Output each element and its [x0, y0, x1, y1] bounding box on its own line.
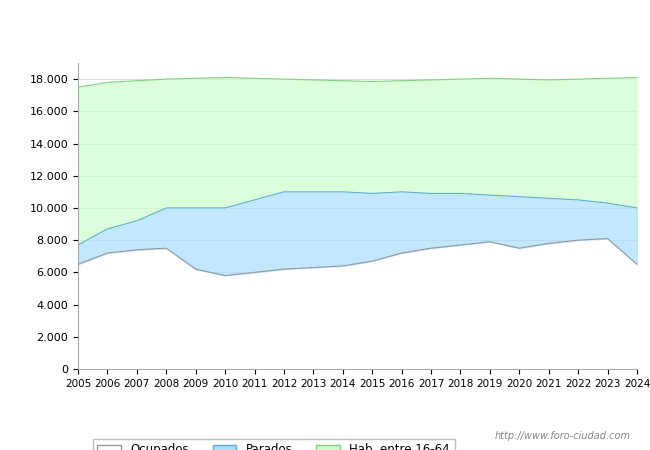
Text: http://www.foro-ciudad.com: http://www.foro-ciudad.com [495, 431, 630, 441]
Legend: Ocupados, Parados, Hab. entre 16-64: Ocupados, Parados, Hab. entre 16-64 [93, 439, 454, 450]
Text: Camas - Evolucion de la poblacion en edad de Trabajar Agosto de 2024: Camas - Evolucion de la poblacion en eda… [52, 19, 598, 35]
